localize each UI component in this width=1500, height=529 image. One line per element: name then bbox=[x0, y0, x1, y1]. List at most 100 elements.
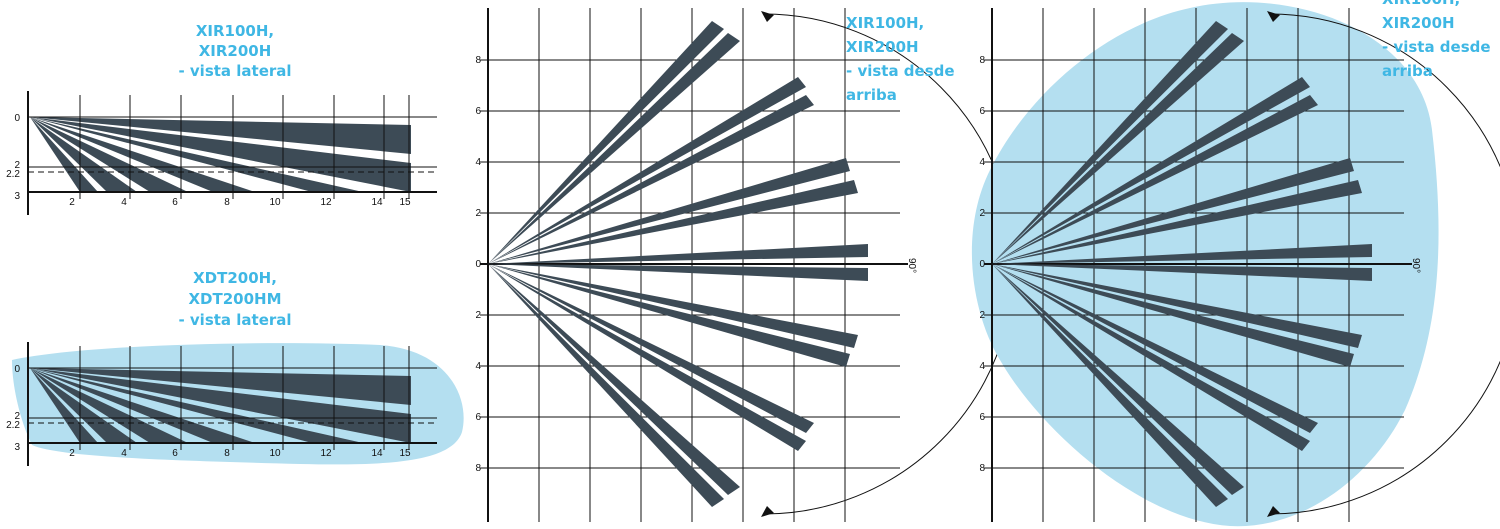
side-xdt-y-tick: 2 bbox=[14, 411, 20, 422]
detection-beam bbox=[488, 264, 806, 451]
floor-beam bbox=[30, 368, 188, 443]
floor-beam bbox=[30, 117, 363, 192]
side-xir-y-tick: 2.2 bbox=[6, 169, 20, 180]
floor-beam bbox=[30, 117, 98, 192]
top-xir-y-tick: 0 bbox=[475, 259, 481, 270]
top-xir-y-ticks: 8 6 4 2 0 2 4 6 8 bbox=[475, 55, 481, 474]
side-xdt-x-tick: 12 bbox=[320, 448, 332, 459]
side-xir-beams bbox=[30, 117, 411, 192]
detection-beam bbox=[992, 264, 1318, 433]
side-xdt-x-ticks: 2 4 6 8 10 12 14 15 bbox=[69, 448, 411, 459]
detection-beam bbox=[488, 95, 814, 264]
side-xir-y-tick: 3 bbox=[14, 191, 20, 202]
detection-beam bbox=[992, 264, 1354, 367]
top-zone-y-tick: 4 bbox=[979, 361, 985, 372]
side-xdt-title-line-2: XDT200HM bbox=[188, 290, 281, 308]
top-zone-grid bbox=[984, 8, 1412, 522]
detection-beam bbox=[488, 264, 850, 367]
side-xir-x-tick: 14 bbox=[371, 197, 383, 208]
detection-beam bbox=[488, 264, 814, 433]
top-xir-y-tick: 4 bbox=[475, 157, 481, 168]
floor-beam bbox=[30, 368, 137, 443]
top-zone-angle-label: 90° bbox=[1410, 258, 1421, 273]
detection-beam bbox=[488, 158, 850, 264]
top-zone-title-line-1: XIR100H, bbox=[1382, 0, 1460, 8]
side-xir-x-tick: 10 bbox=[269, 197, 281, 208]
top-view-xir-panel: 90° XIR100H, XIR200H - vista desde arrib… bbox=[475, 8, 1015, 522]
side-xir-x-tick: 15 bbox=[399, 197, 411, 208]
top-xir-y-tick: 2 bbox=[475, 310, 481, 321]
floor-beam bbox=[30, 368, 255, 443]
floor-beam bbox=[30, 368, 363, 443]
top-zone-y-tick: 0 bbox=[979, 259, 985, 270]
side-xdt-beams bbox=[30, 368, 411, 443]
side-xir-x-tick: 2 bbox=[69, 197, 75, 208]
side-xdt-title-line-1: XDT200H, bbox=[193, 269, 277, 287]
top-xir-y-tick: 8 bbox=[475, 463, 481, 474]
side-xdt-x-tick: 14 bbox=[371, 448, 383, 459]
side-xir-title-line-2: XIR200H bbox=[199, 42, 272, 60]
detection-beam bbox=[488, 244, 868, 264]
side-xdt-x-tick: 8 bbox=[224, 448, 230, 459]
side-xdt-x-tick: 10 bbox=[269, 448, 281, 459]
top-xir-title-line-4: arriba bbox=[846, 86, 897, 104]
detection-beam bbox=[992, 158, 1354, 264]
top-zone-y-tick: 8 bbox=[979, 463, 985, 474]
floor-beam bbox=[30, 117, 137, 192]
detection-beam bbox=[992, 180, 1362, 264]
side-xdt-x-tick: 6 bbox=[172, 448, 178, 459]
top-zone-y-tick: 6 bbox=[979, 412, 985, 423]
detection-beam bbox=[992, 264, 1310, 451]
detection-beam bbox=[992, 21, 1228, 264]
top-zone-title-line-4: arriba bbox=[1382, 62, 1433, 80]
top-zone-y-tick: 2 bbox=[979, 310, 985, 321]
detection-beam bbox=[992, 264, 1372, 281]
detection-beam bbox=[488, 33, 740, 264]
top-xir-angle-label: 90° bbox=[906, 258, 917, 273]
side-xdt-y-tick: 0 bbox=[14, 364, 20, 375]
side-xir-x-tick: 12 bbox=[320, 197, 332, 208]
side-xdt-y-ticks: 0 2 2.2 3 bbox=[6, 364, 20, 453]
top-zone-coverage-arc bbox=[1267, 11, 1500, 517]
side-xir-grid bbox=[27, 91, 437, 215]
top-zone-y-tick: 8 bbox=[979, 55, 985, 66]
top-view-xir-zone-panel: 90° XIR100H, XIR200H - vista desde arrib… bbox=[971, 0, 1500, 527]
side-view-xdt-panel: XDT200H, XDT200HM - vista lateral 2 4 6 … bbox=[6, 269, 464, 466]
detection-beam bbox=[488, 77, 806, 264]
floor-beam bbox=[30, 368, 98, 443]
side-xdt-y-tick: 3 bbox=[14, 442, 20, 453]
top-zone-y-tick: 2 bbox=[979, 208, 985, 219]
top-xir-title-line-2: XIR200H bbox=[846, 38, 919, 56]
detection-beam bbox=[488, 264, 868, 281]
detection-beam bbox=[488, 264, 724, 507]
top-xir-y-tick: 8 bbox=[475, 55, 481, 66]
side-xdt-x-tick: 4 bbox=[121, 448, 127, 459]
detection-beam bbox=[992, 95, 1318, 264]
top-zone-title-line-3: - vista desde bbox=[1382, 38, 1491, 56]
side-xdt-x-tick: 2 bbox=[69, 448, 75, 459]
detection-beam bbox=[488, 180, 858, 264]
detection-beam bbox=[992, 77, 1310, 264]
top-zone-y-tick: 4 bbox=[979, 157, 985, 168]
floor-beam bbox=[30, 117, 255, 192]
top-zone-title-line-2: XIR200H bbox=[1382, 14, 1455, 32]
side-xdt-title-line-3: - vista lateral bbox=[178, 311, 291, 329]
detection-beam bbox=[992, 264, 1228, 507]
top-zone-beams bbox=[992, 21, 1372, 507]
detection-beam bbox=[992, 264, 1244, 495]
long-range-beam bbox=[30, 117, 411, 154]
side-xir-x-tick: 6 bbox=[172, 197, 178, 208]
side-xir-x-tick: 4 bbox=[121, 197, 127, 208]
detection-beam bbox=[488, 264, 858, 348]
side-xir-y-tick: 0 bbox=[14, 113, 20, 124]
detection-beam bbox=[992, 264, 1362, 348]
side-xir-title-line-1: XIR100H, bbox=[196, 22, 274, 40]
top-xir-y-tick: 2 bbox=[475, 208, 481, 219]
top-xir-y-tick: 6 bbox=[475, 412, 481, 423]
side-view-xir-panel: XIR100H, XIR200H - vista lateral 2 4 6 8… bbox=[6, 22, 437, 215]
top-xir-beams bbox=[488, 21, 868, 507]
side-xir-y-tick: 2 bbox=[14, 160, 20, 171]
top-xir-title-line-3: - vista desde bbox=[846, 62, 955, 80]
side-xdt-x-tick: 15 bbox=[399, 448, 411, 459]
detection-beam bbox=[992, 33, 1244, 264]
